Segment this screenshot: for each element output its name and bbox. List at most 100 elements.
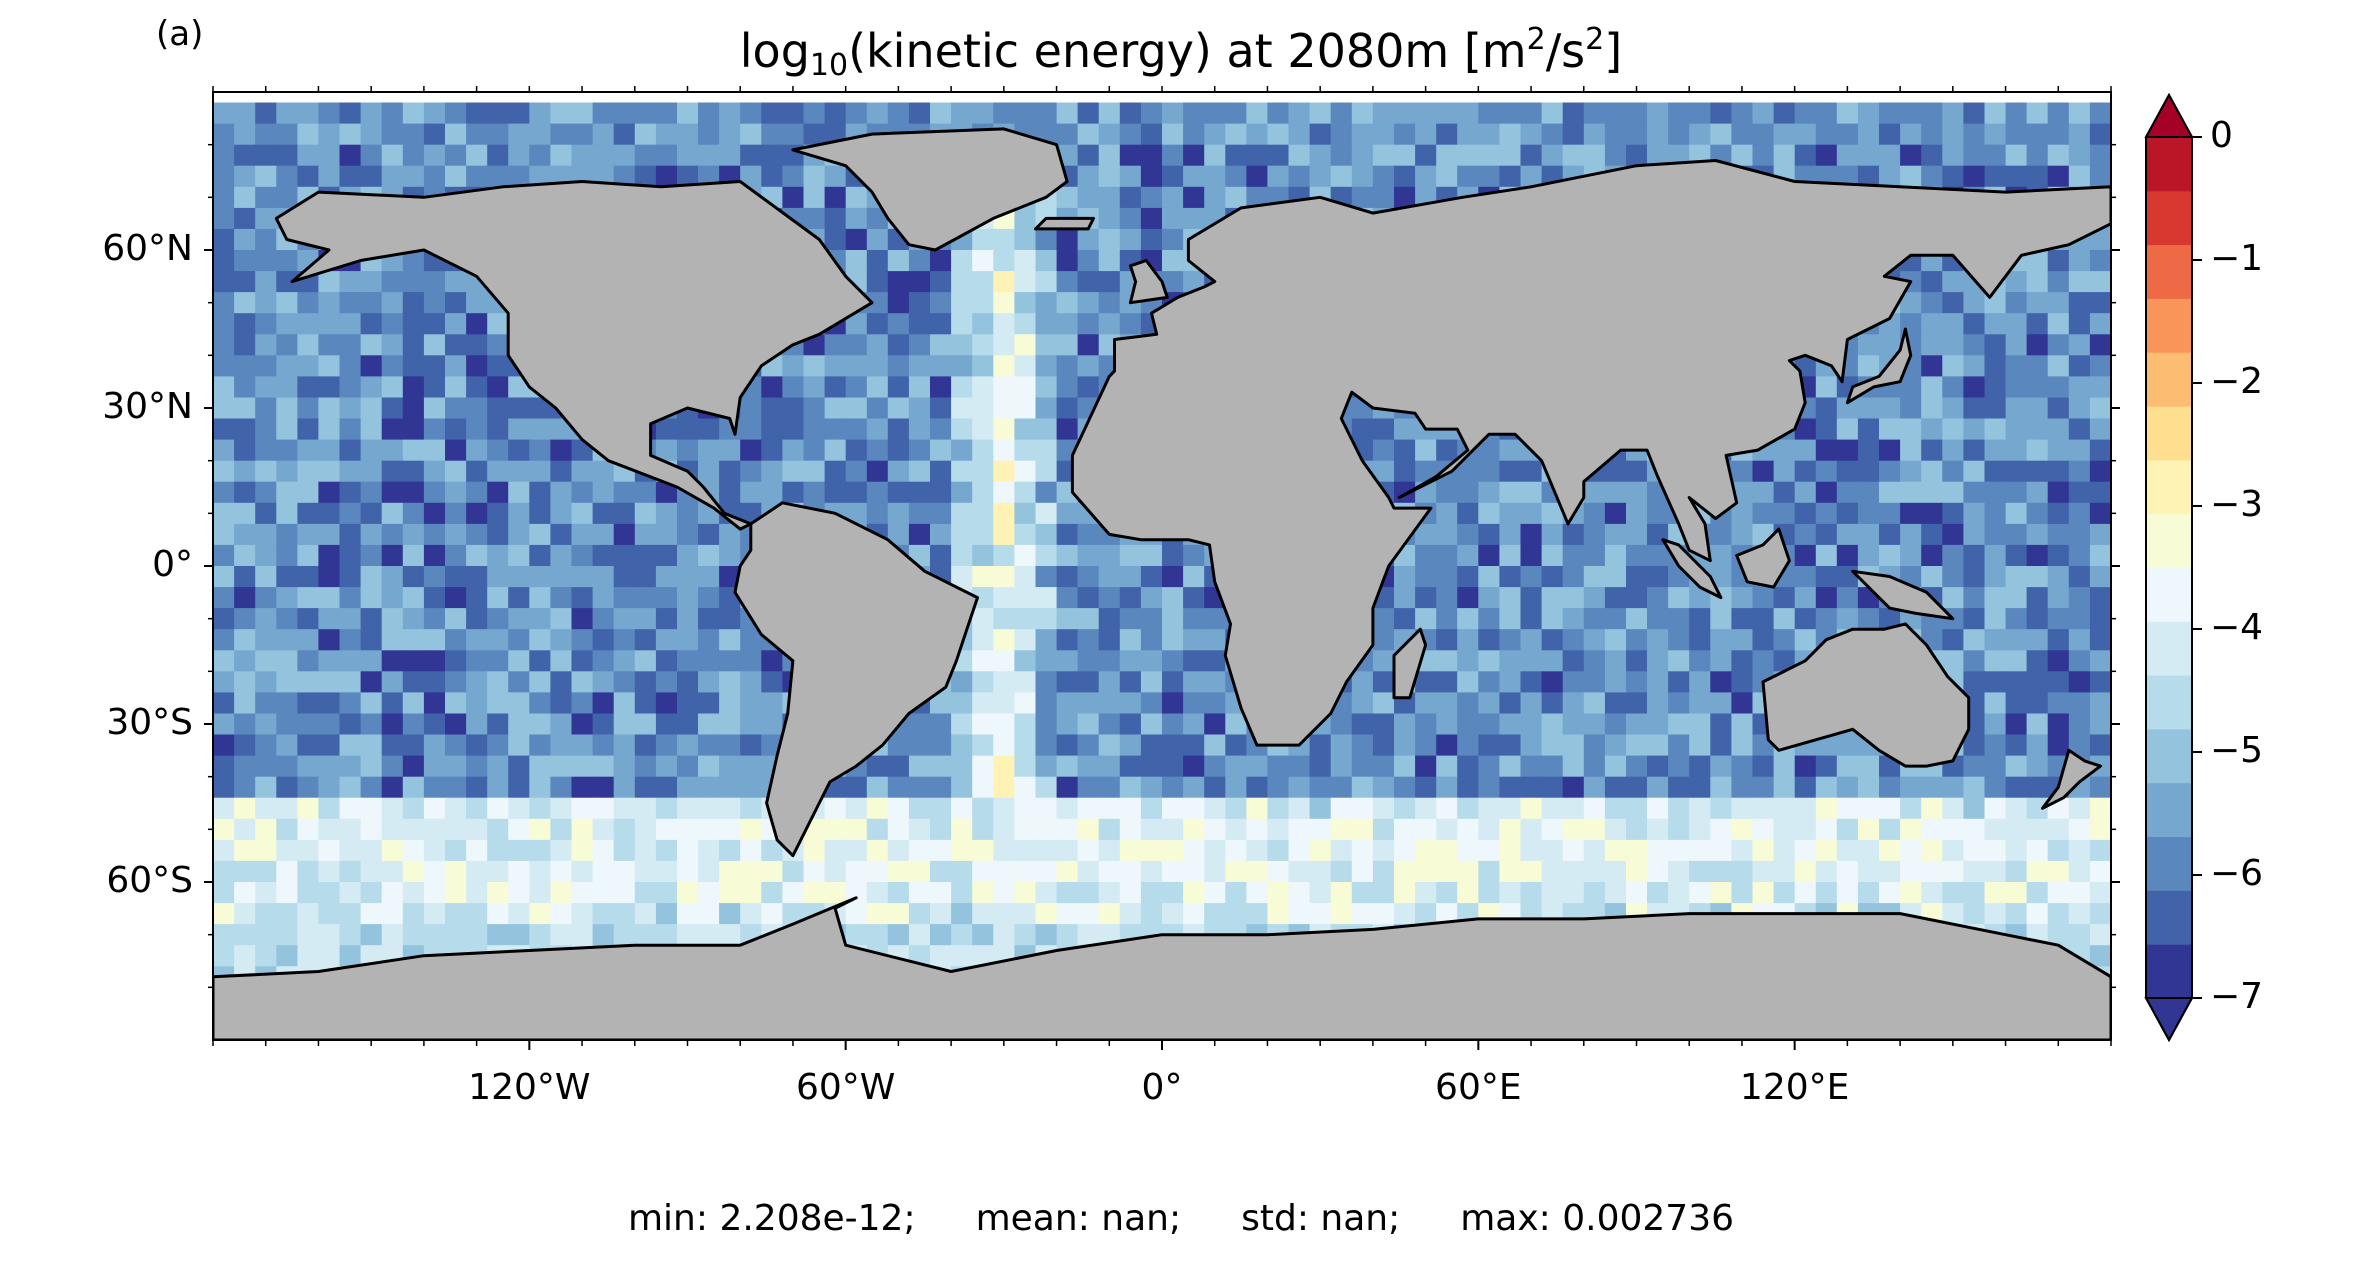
ocean-cell — [276, 797, 298, 820]
ocean-cell — [740, 903, 762, 925]
ocean-cell — [402, 313, 425, 335]
ocean-cell — [276, 903, 298, 925]
ocean-cell — [1436, 692, 1458, 715]
ocean-cell — [529, 144, 551, 167]
ocean-cell — [2047, 860, 2070, 883]
ocean-cell — [2089, 334, 2111, 356]
ocean-cell — [1942, 650, 1964, 672]
ocean-cell — [255, 144, 277, 167]
ocean-cell — [1857, 397, 1880, 420]
ocean-cell — [2089, 144, 2111, 167]
ocean-cell — [381, 271, 404, 293]
ocean-cell — [508, 903, 530, 925]
ocean-cell — [655, 102, 678, 125]
ocean-cell — [993, 460, 1015, 483]
ocean-cell — [339, 523, 362, 546]
ocean-cell — [1035, 481, 1058, 504]
ocean-cell — [276, 692, 298, 715]
ocean-cell — [1056, 860, 1079, 883]
ocean-cell — [1752, 839, 1775, 862]
ocean-cell — [887, 755, 910, 778]
ocean-cell — [1246, 882, 1269, 904]
ocean-cell — [276, 481, 298, 504]
ocean-cell — [318, 292, 341, 314]
ocean-cell — [255, 123, 277, 146]
ocean-cell — [1984, 734, 2007, 757]
ocean-cell — [1162, 882, 1184, 904]
ocean-cell — [1963, 165, 1986, 188]
ocean-cell — [655, 882, 678, 904]
ocean-cell — [1098, 734, 1121, 757]
ocean-cell — [1836, 587, 1859, 609]
ocean-cell — [1921, 460, 1943, 483]
ocean-cell — [1499, 818, 1522, 841]
ocean-cell — [1351, 839, 1374, 862]
ocean-cell — [677, 692, 699, 715]
ocean-cell — [1119, 608, 1142, 630]
ocean-cell — [360, 650, 383, 672]
ocean-cell — [1668, 587, 1690, 609]
ocean-cell — [213, 734, 235, 757]
ocean-cell — [360, 692, 383, 715]
ocean-cell — [1351, 882, 1374, 904]
ocean-cell — [1836, 102, 1859, 125]
ocean-cell — [255, 544, 277, 567]
ocean-cell — [1267, 102, 1290, 125]
ocean-cell — [930, 903, 952, 925]
ocean-cell — [1457, 608, 1479, 630]
ocean-cell — [1140, 839, 1163, 862]
ocean-cell — [1647, 776, 1669, 799]
ocean-cell — [1942, 439, 1964, 462]
ocean-cell — [1119, 207, 1142, 230]
ocean-cell — [2089, 313, 2111, 335]
ocean-cell — [592, 860, 615, 883]
ocean-cell — [234, 523, 256, 546]
ocean-cell — [529, 123, 551, 146]
ocean-cell — [993, 292, 1015, 314]
ocean-cell — [1773, 144, 1796, 167]
ocean-cell — [698, 144, 720, 167]
ocean-cell — [993, 734, 1015, 757]
ocean-cell — [951, 776, 973, 799]
ocean-cell — [1415, 734, 1437, 757]
ocean-cell — [1562, 144, 1585, 167]
ocean-cell — [866, 334, 889, 356]
ocean-cell — [1689, 734, 1711, 757]
ocean-cell — [803, 418, 826, 441]
ocean-cell — [508, 839, 530, 862]
ocean-cell — [2047, 924, 2070, 946]
ocean-cell — [381, 882, 404, 904]
ocean-cell — [213, 587, 235, 609]
ocean-cell — [677, 439, 699, 462]
ocean-cell — [276, 839, 298, 862]
ocean-cell — [1077, 144, 1100, 167]
ocean-cell — [1963, 566, 1986, 588]
ocean-cell — [1815, 523, 1838, 546]
ocean-cell — [2047, 650, 2070, 672]
ocean-cell — [740, 102, 762, 125]
ocean-cell — [2068, 860, 2091, 883]
ocean-cell — [1520, 102, 1543, 125]
ocean-cell — [318, 355, 341, 377]
ocean-cell — [1647, 797, 1669, 820]
ocean-cell — [402, 797, 425, 820]
ocean-cell — [318, 818, 341, 841]
ocean-cell — [887, 481, 910, 504]
ocean-cell — [1689, 608, 1711, 630]
ocean-cell — [824, 797, 847, 820]
ocean-cell — [592, 692, 615, 715]
ocean-cell — [951, 313, 973, 335]
ocean-cell — [972, 839, 994, 862]
ocean-cell — [1963, 797, 1986, 820]
ocean-cell — [213, 945, 235, 967]
ocean-cell — [972, 882, 994, 904]
ocean-cell — [1921, 882, 1943, 904]
ocean-cell — [550, 544, 573, 567]
ocean-cell — [677, 587, 699, 609]
ocean-cell — [592, 587, 615, 609]
ocean-cell — [1394, 818, 1416, 841]
ocean-cell — [866, 418, 889, 441]
ocean-cell — [1900, 439, 1922, 462]
ocean-cell — [845, 376, 868, 399]
ocean-cell — [1351, 776, 1374, 799]
